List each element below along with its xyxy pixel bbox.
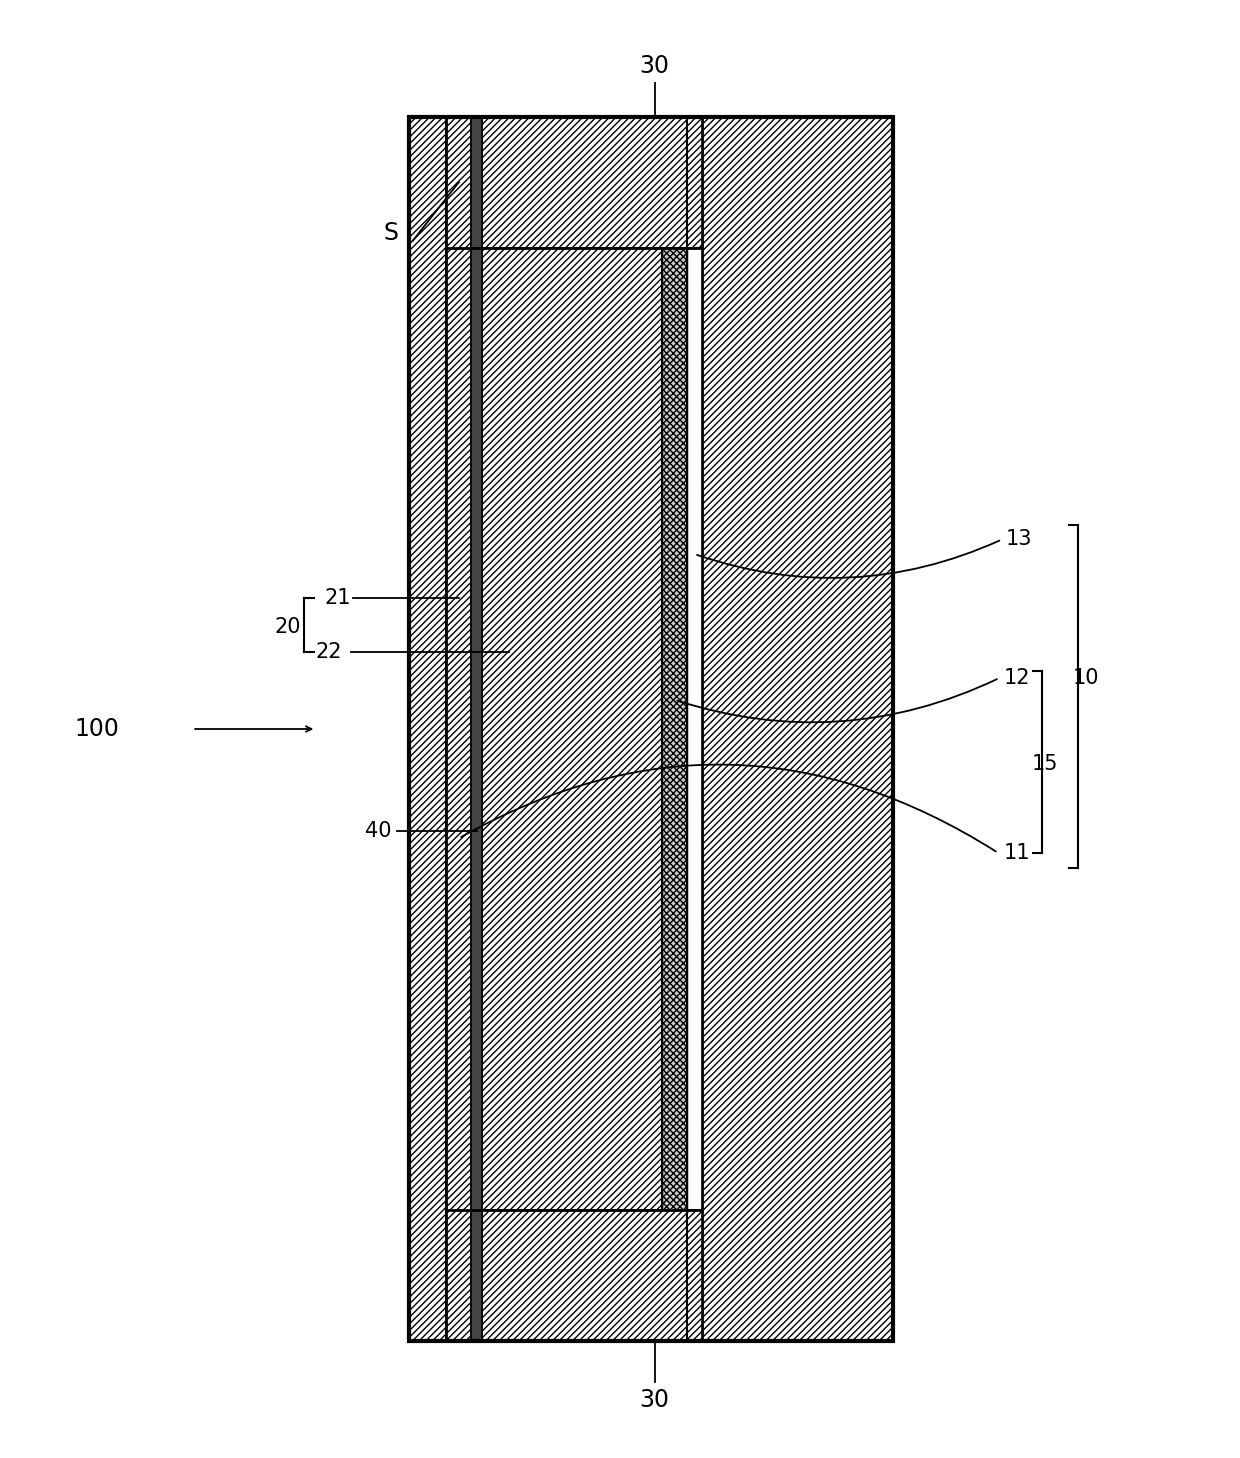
Text: 30: 30: [640, 54, 670, 77]
Bar: [687, 248, 702, 1210]
Text: 21: 21: [324, 588, 351, 608]
Bar: [662, 248, 687, 1210]
Bar: [482, 1210, 687, 1341]
Text: 13: 13: [1006, 529, 1033, 550]
Bar: [409, 117, 446, 1341]
Bar: [482, 117, 687, 248]
Text: 40: 40: [365, 821, 392, 841]
Text: 30: 30: [640, 1388, 670, 1411]
Bar: [471, 117, 482, 1341]
Bar: [482, 248, 662, 1210]
Bar: [409, 117, 893, 1341]
Text: 20: 20: [274, 617, 301, 637]
Text: S: S: [383, 222, 398, 245]
Text: 10: 10: [1073, 668, 1100, 688]
Text: 11: 11: [1003, 843, 1030, 863]
Text: 12: 12: [1003, 668, 1030, 688]
Bar: [702, 117, 893, 1341]
Text: 100: 100: [74, 717, 119, 741]
Bar: [446, 117, 471, 1341]
Bar: [687, 1210, 702, 1341]
Text: 22: 22: [315, 642, 342, 662]
Text: 15: 15: [1032, 754, 1059, 774]
Bar: [687, 117, 702, 248]
